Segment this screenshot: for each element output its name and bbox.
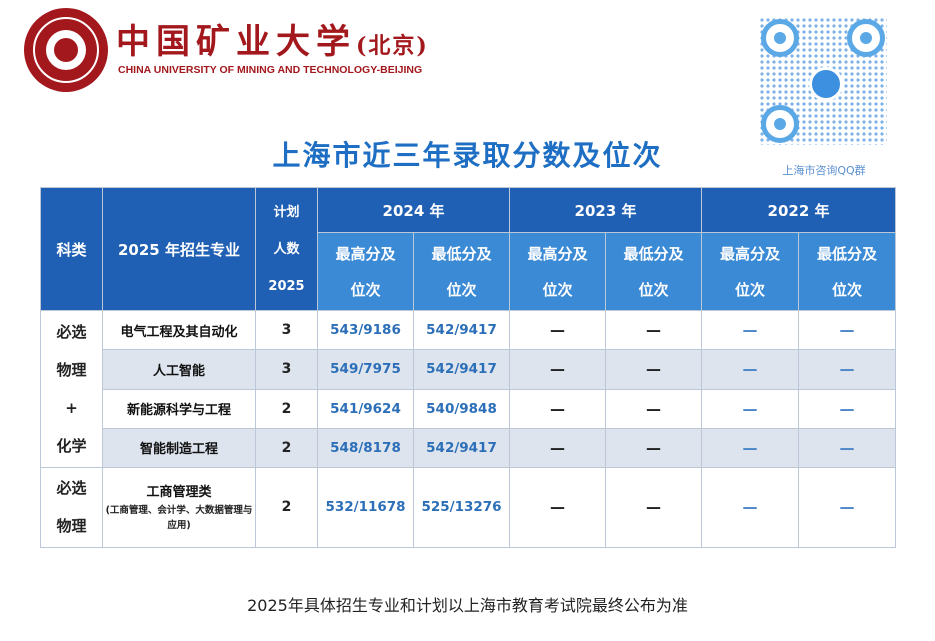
- low-score-2024: 525/13276: [412, 466, 511, 549]
- university-name-cn: 中国矿业大学(北京): [116, 22, 429, 62]
- table-row: 人工智能 3 549/7975 542/9417 — — — —: [41, 349, 897, 390]
- subject-group-2: 必选 物理: [40, 466, 103, 549]
- table-row: 必选 物理 + 化学 电气工程及其自动化 3 543/9186 542/9417 — …: [40, 310, 897, 468]
- high-score-2023: —: [509, 310, 607, 351]
- high-score-2022: —: [701, 310, 800, 351]
- major-name: 人工智能: [102, 349, 256, 390]
- header-year-2023: 2023 年: [509, 186, 703, 234]
- high-score-2024: 549/7975: [317, 349, 414, 390]
- header-low-2023: 最低分及 位次: [605, 232, 703, 312]
- high-score-2023: —: [509, 349, 607, 390]
- high-score-2024: 543/9186: [317, 310, 414, 351]
- low-score-2024: 540/9848: [412, 388, 511, 429]
- low-score-2022: —: [798, 349, 897, 390]
- header-high-2022: 最高分及 位次: [701, 232, 800, 312]
- footer-note: 2025年具体招生专业和计划以上海市教育考试院最终公布为准: [247, 596, 688, 615]
- high-score-2022: —: [701, 427, 800, 468]
- university-logo: [24, 8, 108, 92]
- qq-icon: [809, 67, 843, 101]
- major-name: 电气工程及其自动化: [102, 310, 256, 351]
- high-score-2023: —: [509, 466, 607, 549]
- university-name-en: CHINA UNIVERSITY OF MINING AND TECHNOLOG…: [118, 64, 423, 76]
- header-year-2022: 2022 年: [701, 186, 897, 234]
- qr-code: [759, 17, 887, 145]
- header-major: 2025 年招生专业: [102, 186, 256, 312]
- plan-count: 3: [255, 349, 318, 390]
- header-subject: 科类: [40, 186, 103, 312]
- high-score-2022: —: [701, 349, 800, 390]
- plan-count: 2: [255, 466, 318, 549]
- low-score-2022: —: [798, 388, 897, 429]
- header-high-2024: 最高分及 位次: [317, 232, 414, 312]
- low-score-2022: —: [798, 427, 897, 468]
- header-year-2024: 2024 年: [316, 186, 511, 234]
- plan-count: 2: [255, 427, 318, 468]
- low-score-2023: —: [605, 349, 703, 390]
- low-score-2023: —: [605, 310, 703, 351]
- low-score-2024: 542/9417: [412, 349, 511, 390]
- low-score-2023: —: [605, 388, 703, 429]
- low-score-2024: 542/9417: [412, 427, 511, 468]
- major-name: 智能制造工程: [102, 427, 256, 468]
- qr-caption: 上海市咨询QQ群: [782, 164, 866, 177]
- table-row: 必选 物理 工商管理类 (工商管理、会计学、大数据管理与应用) 2 532/116…: [40, 466, 897, 549]
- high-score-2023: —: [509, 388, 607, 429]
- high-score-2022: —: [701, 388, 800, 429]
- subject-group-1: 必选 物理 + 化学: [40, 310, 103, 468]
- plan-count: 3: [255, 310, 318, 351]
- high-score-2024: 532/11678: [317, 466, 414, 549]
- major-name: 工商管理类 (工商管理、会计学、大数据管理与应用): [102, 466, 256, 549]
- low-score-2022: —: [798, 310, 897, 351]
- high-score-2022: —: [701, 466, 800, 549]
- major-note: (工商管理、会计学、大数据管理与应用): [105, 505, 253, 532]
- table-row: 新能源科学与工程 2 541/9624 540/9848 — — — —: [41, 388, 897, 429]
- low-score-2024: 542/9417: [412, 310, 511, 351]
- header-plan: 计划 人数 2025: [255, 186, 318, 312]
- low-score-2023: —: [605, 466, 703, 549]
- plan-count: 2: [255, 388, 318, 429]
- admission-score-table: 科类 2025 年招生专业 计划 人数 2025 2024 年 2023 年 202…: [40, 186, 897, 549]
- header-low-2024: 最低分及 位次: [412, 232, 511, 312]
- low-score-2023: —: [605, 427, 703, 468]
- high-score-2024: 541/9624: [317, 388, 414, 429]
- high-score-2023: —: [509, 427, 607, 468]
- high-score-2024: 548/8178: [317, 427, 414, 468]
- header-low-2022: 最低分及 位次: [798, 232, 897, 312]
- page-title: 上海市近三年录取分数及位次: [272, 139, 663, 172]
- header-high-2023: 最高分及 位次: [509, 232, 607, 312]
- table-row: 智能制造工程 2 548/8178 542/9417 — — — —: [41, 427, 897, 468]
- low-score-2022: —: [798, 466, 897, 549]
- major-name: 新能源科学与工程: [102, 388, 256, 429]
